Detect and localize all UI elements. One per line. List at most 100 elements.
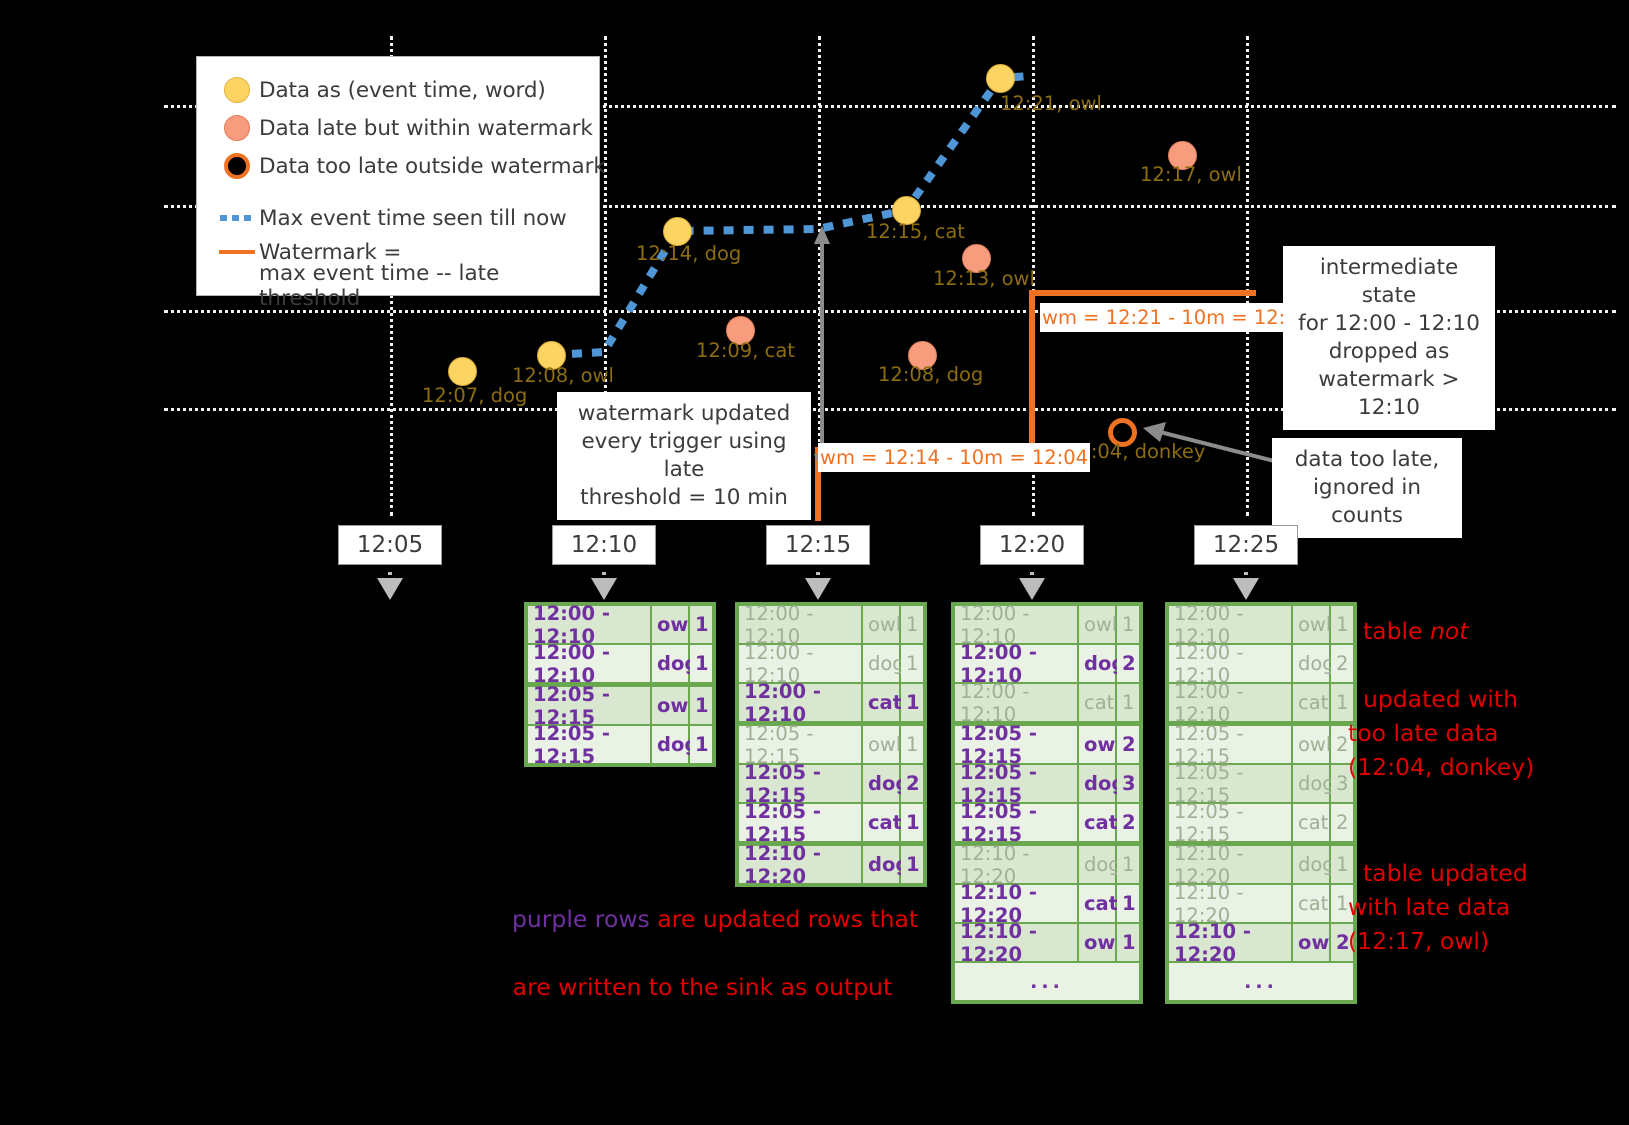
table-cell: 2: [1117, 804, 1139, 841]
table-12-20[interactable]: 12:00 - 12:10 owl 1 12:00 - 12:10 dog 2 12:00 …: [951, 602, 1143, 1004]
legend-item-too-late: Data too late outside watermark: [215, 147, 606, 185]
table-cell: dog: [1079, 645, 1125, 682]
table-cell: 1: [1331, 606, 1353, 643]
table-cell: owl: [1079, 726, 1122, 763]
table-cell: 1: [690, 687, 712, 724]
table-cell: 1: [1331, 684, 1353, 721]
table-cell: 1: [1117, 924, 1139, 961]
table-cell: cat: [863, 684, 902, 721]
table-cell: 1: [1331, 846, 1353, 883]
table-row: 12:00 - 12:10 dog 2: [1169, 641, 1353, 687]
data-point-label: 12:13, owl: [933, 267, 1035, 290]
note-text: table updated with late data (12:17, owl…: [1348, 859, 1528, 955]
purple-rows-desc2: are written to the sink as output: [512, 973, 893, 1001]
table-cell: owl: [652, 606, 695, 643]
table-cell: 12:05 - 12:15: [739, 800, 863, 846]
data-point-label: 12:15, cat: [866, 220, 965, 243]
table-cell: 12:05 - 12:15: [955, 722, 1079, 768]
table-cell: 2: [1331, 804, 1353, 841]
table-cell: dog: [1079, 846, 1121, 883]
yellow-dot-icon: [215, 77, 259, 103]
max-event-time-line: [551, 72, 1031, 359]
table-cell: 2: [1117, 726, 1139, 763]
table-cell: 1: [1331, 885, 1353, 922]
table-cell: 1: [901, 846, 923, 883]
table-cell: owl: [1293, 726, 1331, 763]
legend-label: Data too late outside watermark: [259, 153, 606, 179]
table-cell: 1: [690, 645, 712, 682]
legend-item-late-within: Data late but within watermark: [215, 109, 593, 147]
table-row: 12:05 - 12:15 cat 2: [1169, 800, 1353, 846]
data-point-1215-cat: [892, 196, 921, 225]
table-row: 12:00 - 12:10 dog 1: [739, 641, 923, 687]
legend-item-max-event-time: Max event time seen till now: [215, 199, 583, 237]
gridline-v-4: [1032, 36, 1035, 516]
data-point-1204-donkey: [1108, 418, 1137, 447]
table-cell: 12:00 - 12:10: [739, 680, 863, 726]
table-row: 12:00 - 12:10 owl 1: [955, 602, 1139, 648]
table-cell: 12:05 - 12:15: [1169, 761, 1293, 807]
table-row: 12:10 - 12:20 cat 1: [955, 881, 1139, 927]
table-row: 12:00 - 12:10 owl 1: [1169, 602, 1353, 648]
table-cell: 1: [901, 606, 923, 643]
table-cell: 12:05 - 12:15: [1169, 800, 1293, 846]
data-point-1213-owl: [962, 244, 991, 273]
table-cell: 12:00 - 12:10: [1169, 602, 1293, 648]
legend-item-data: Data as (event time, word): [215, 71, 583, 109]
note-purple-rows: purple rows are updated rows that are wr…: [497, 868, 918, 1004]
table-row: 12:05 - 12:15 owl 2: [1169, 722, 1353, 768]
legend-item-watermark: Watermark =: [215, 237, 583, 267]
table-cell: cat: [1079, 684, 1117, 721]
table-cell: owl: [1293, 606, 1331, 643]
callout-text: intermediate state for 12:00 - 12:10 dro…: [1298, 255, 1480, 420]
table-cell: 1: [901, 804, 923, 841]
table-row: 12:00 - 12:10 cat 1: [955, 680, 1139, 726]
table-cell: dog: [1079, 765, 1125, 802]
table-row: 12:05 - 12:15 cat 2: [955, 800, 1139, 846]
table-cell: 12:10 - 12:20: [1169, 881, 1293, 927]
table-cell: 12:05 - 12:15: [739, 722, 863, 768]
table-cell: 12:00 - 12:10: [955, 680, 1079, 726]
table-cell: 1: [1117, 606, 1139, 643]
table-cell: owl: [1079, 924, 1122, 961]
table-cell: 12:00 - 12:10: [1169, 680, 1293, 726]
table-cell: cat: [863, 804, 902, 841]
data-point-1209-cat: [726, 316, 755, 345]
table-row: 12:05 - 12:15 dog 2: [739, 761, 923, 807]
table-row: 12:05 - 12:15 dog 1: [528, 722, 712, 768]
data-point-label: 12:08, dog: [878, 363, 984, 386]
table-cell: 1: [901, 645, 923, 682]
table-12-25[interactable]: 12:00 - 12:10 owl 1 12:00 - 12:10 dog 2 12:00 …: [1165, 602, 1357, 1004]
table-cell: 12:05 - 12:15: [528, 722, 652, 768]
data-point-label: 12:14, dog: [636, 242, 742, 265]
callout-text: watermark updated every trigger using la…: [577, 401, 791, 510]
table-cell: owl: [863, 726, 901, 763]
table-cell: 12:00 - 12:10: [528, 641, 652, 687]
table-row: 12:05 - 12:15 cat 1: [739, 800, 923, 846]
table-cell: 12:10 - 12:20: [955, 842, 1079, 888]
timeline-tick-1210: 12:10: [552, 525, 656, 565]
note-table-updated-late: table updated with late data (12:17, owl…: [1348, 822, 1528, 958]
table-row-ellipsis: ...: [955, 963, 1139, 1000]
purple-rows-term: purple rows: [511, 905, 650, 933]
purple-rows-desc: are updated rows that: [649, 905, 919, 933]
table-cell: 12:10 - 12:20: [1169, 920, 1293, 966]
table-row: 12:00 - 12:10 cat 1: [1169, 680, 1353, 726]
table-cell: owl: [652, 687, 695, 724]
data-point-1208-dog: [908, 341, 937, 370]
legend-label: Data late but within watermark: [259, 115, 593, 141]
table-12-15[interactable]: 12:00 - 12:10 owl 1 12:00 - 12:10 dog 1 12:00 …: [735, 602, 927, 888]
table-cell: 2: [1117, 645, 1139, 682]
table-cell: 1: [1117, 846, 1139, 883]
note-line-a: table: [1362, 617, 1430, 645]
table-cell: cat: [1293, 885, 1331, 922]
table-12-10[interactable]: 12:00 - 12:10 owl 1 12:00 - 12:10 dog 1 12:05 …: [524, 602, 716, 768]
table-cell: 12:00 - 12:10: [528, 602, 652, 648]
table-row: 12:05 - 12:15 owl 1: [528, 683, 712, 729]
table-row: 12:10 - 12:20 dog 1: [1169, 842, 1353, 888]
table-cell: dog: [863, 645, 905, 682]
table-row-ellipsis: ...: [1169, 963, 1353, 1000]
table-cell: 1: [901, 684, 923, 721]
data-point-1214-dog: [663, 217, 692, 246]
note-emph: not: [1429, 617, 1469, 645]
